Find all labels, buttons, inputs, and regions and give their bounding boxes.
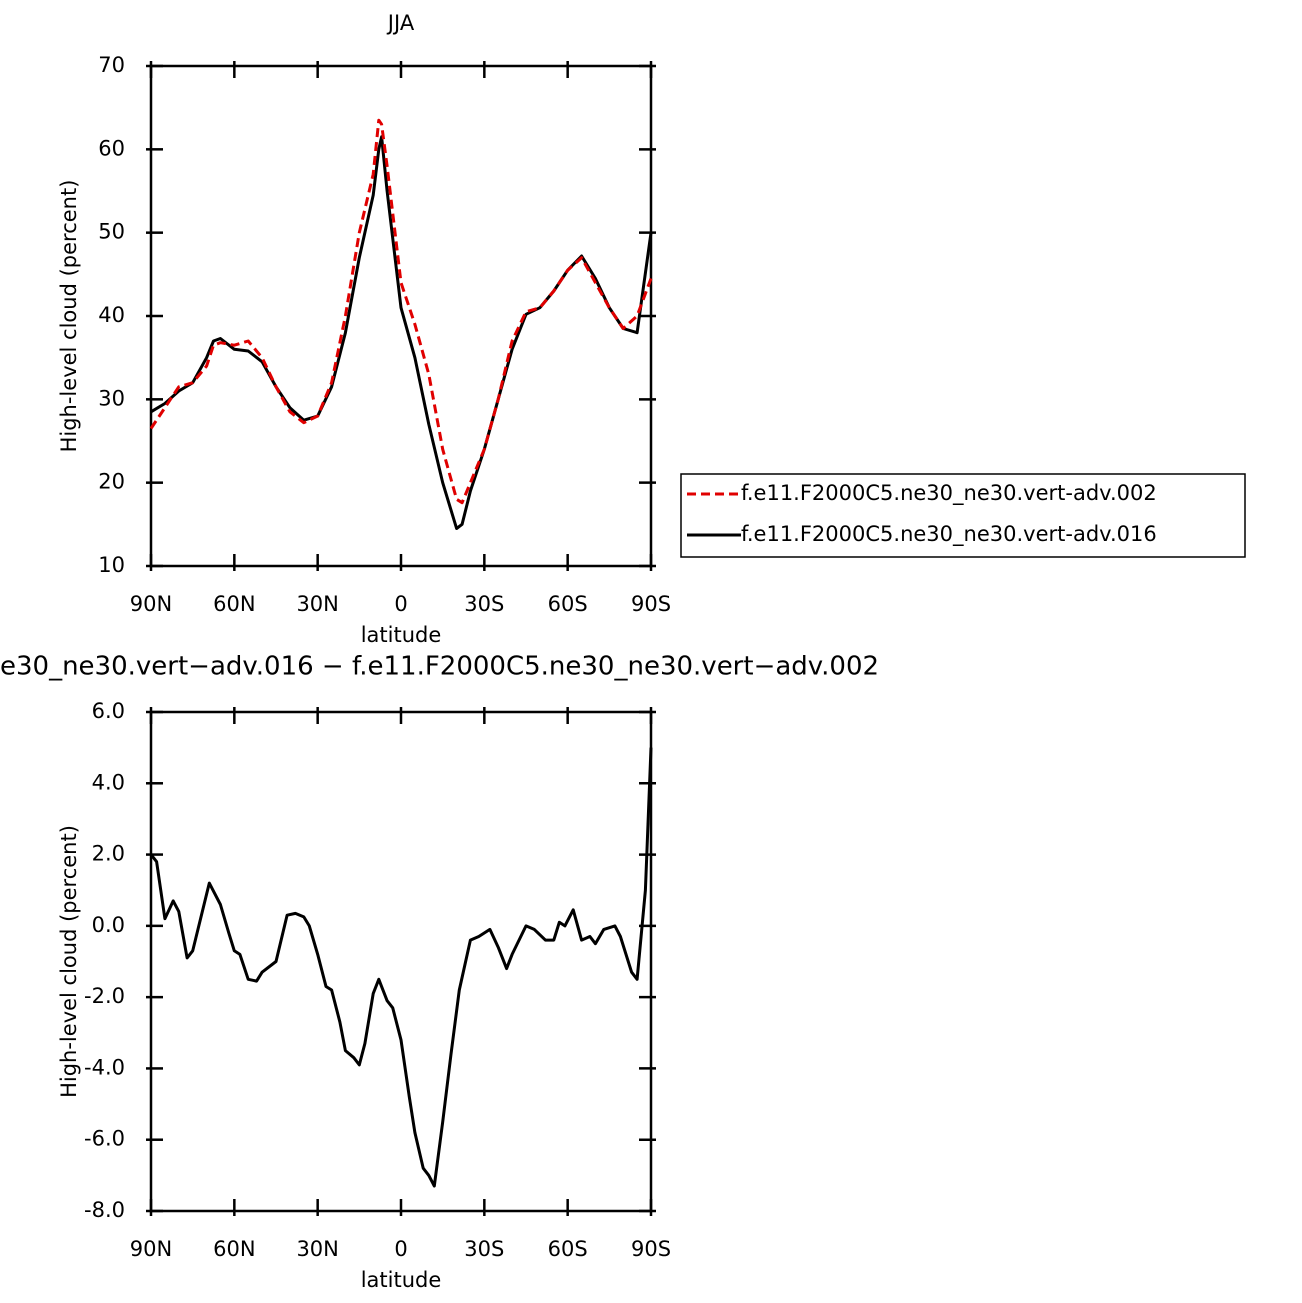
y-tick-label: 20 <box>98 470 125 494</box>
x-axis-label: latitude <box>361 1268 442 1292</box>
y-tick-label: 0.0 <box>92 913 125 937</box>
y-tick-label: -4.0 <box>84 1055 125 1079</box>
x-tick-label: 90S <box>631 592 671 616</box>
y-axis-label: High-level cloud (percent) <box>57 825 81 1098</box>
x-tick-label: 60N <box>213 592 255 616</box>
legend-box <box>680 473 1246 558</box>
y-tick-label: 2.0 <box>92 842 125 866</box>
y-tick-label: 40 <box>98 303 125 327</box>
x-tick-label: 0 <box>394 1237 407 1261</box>
data-line <box>149 118 653 505</box>
y-tick-label: 30 <box>98 386 125 410</box>
x-tick-label: 60S <box>548 1237 588 1261</box>
chart-title: JJA <box>386 11 415 35</box>
x-tick-label: 90N <box>130 592 172 616</box>
y-tick-label: 60 <box>98 136 125 160</box>
x-axis-label: latitude <box>361 623 442 647</box>
x-tick-label: 60S <box>548 592 588 616</box>
x-tick-label: 60N <box>213 1237 255 1261</box>
y-tick-label: -2.0 <box>84 984 125 1008</box>
legend-label: f.e11.F2000C5.ne30_ne30.vert-adv.016 <box>741 522 1157 547</box>
x-tick-label: 90S <box>631 1237 671 1261</box>
y-tick-label: 6.0 <box>92 699 125 723</box>
x-tick-label: 0 <box>394 592 407 616</box>
x-tick-label: 30N <box>296 592 338 616</box>
legend-label: f.e11.F2000C5.ne30_ne30.vert-adv.002 <box>741 481 1157 506</box>
plot-frame <box>149 710 653 1213</box>
plot-frame <box>149 64 653 568</box>
y-tick-label: 4.0 <box>92 770 125 794</box>
x-tick-label: 30N <box>296 1237 338 1261</box>
y-tick-label: 10 <box>98 553 125 577</box>
y-tick-label: 50 <box>98 220 125 244</box>
data-line <box>150 135 653 530</box>
x-tick-label: 30S <box>464 1237 504 1261</box>
chart-title: e30_ne30.vert−adv.016 − f.e11.F2000C5.ne… <box>0 652 879 682</box>
data-line <box>149 747 653 1188</box>
y-tick-label: 70 <box>98 53 125 77</box>
y-tick-label: -6.0 <box>84 1127 125 1151</box>
y-tick-label: -8.0 <box>84 1198 125 1222</box>
x-tick-label: 30S <box>464 592 504 616</box>
x-tick-label: 90N <box>130 1237 172 1261</box>
y-axis-label: High-level cloud (percent) <box>57 180 81 453</box>
